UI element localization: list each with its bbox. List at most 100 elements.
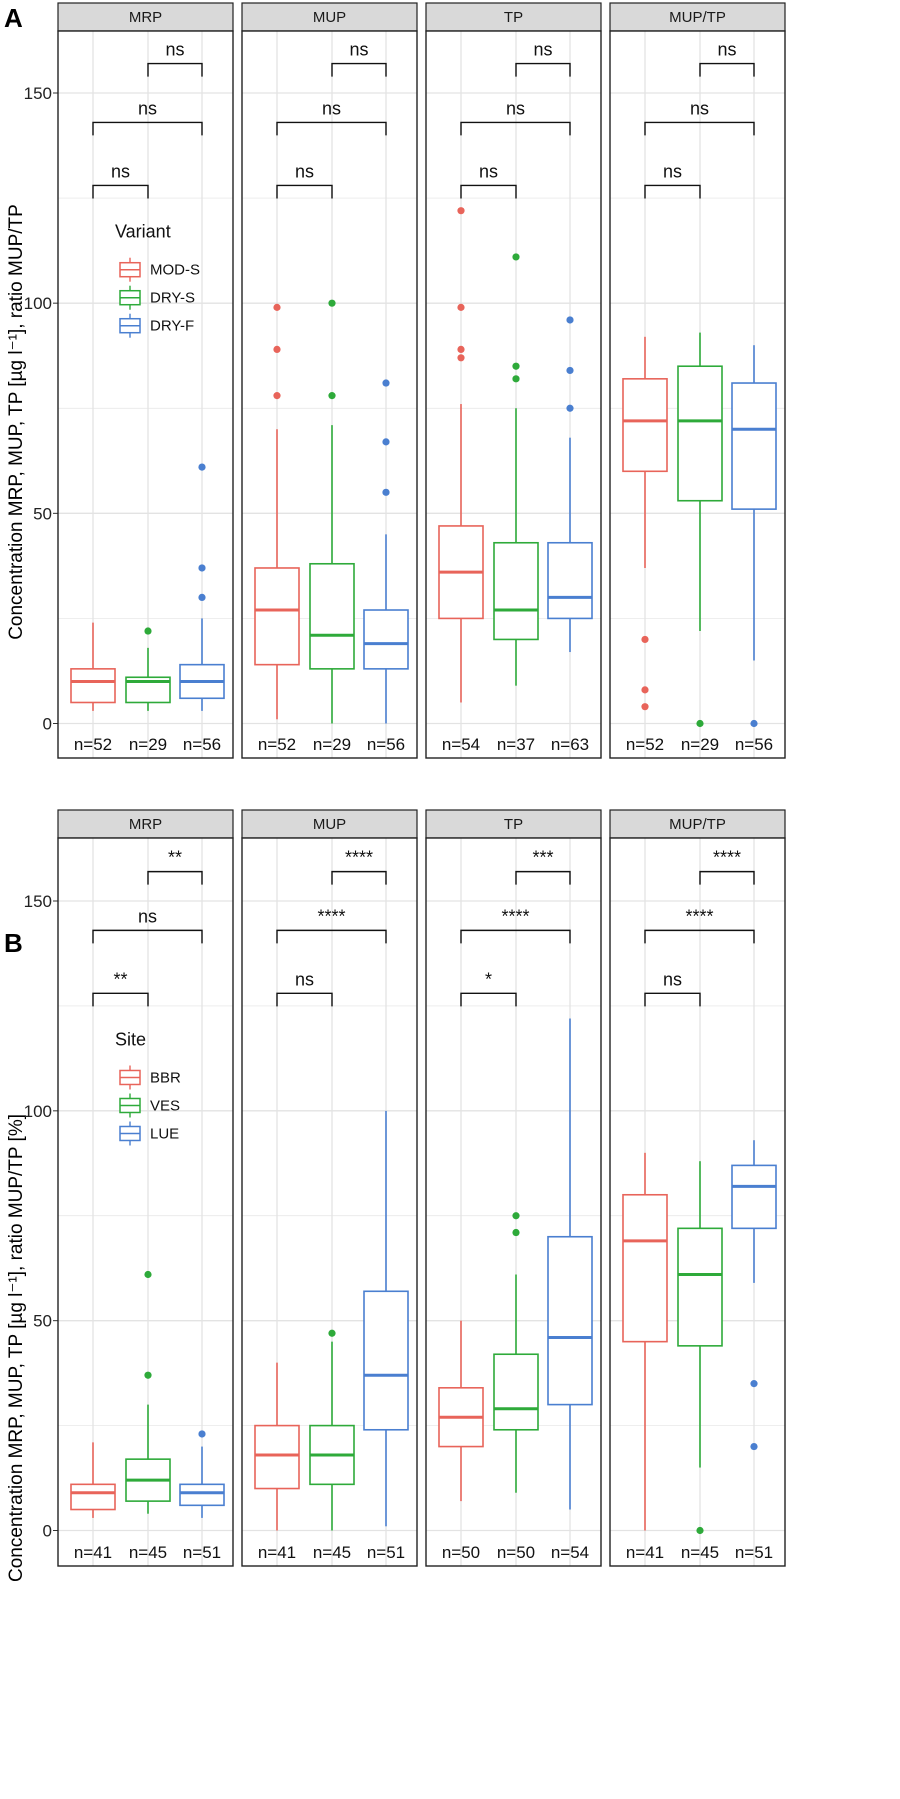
outlier-point bbox=[750, 1380, 758, 1388]
box-iqr bbox=[254, 1424, 300, 1490]
panel-letter-b: B bbox=[4, 928, 23, 958]
bracket-line bbox=[276, 121, 387, 136]
n-count-label: n=50 bbox=[497, 1543, 535, 1562]
box-iqr bbox=[677, 1227, 723, 1347]
facet-strip bbox=[57, 809, 234, 839]
legend-title: Variant bbox=[115, 222, 171, 242]
significance-label: **** bbox=[317, 906, 345, 926]
box-iqr bbox=[731, 1164, 777, 1230]
box-iqr bbox=[70, 1483, 116, 1511]
outlier-point bbox=[328, 1329, 336, 1337]
y-tick-label: 50 bbox=[33, 504, 52, 523]
bracket-line bbox=[699, 62, 755, 77]
box-iqr bbox=[254, 567, 300, 666]
box-iqr bbox=[731, 382, 777, 510]
outlier-point bbox=[273, 392, 281, 400]
legend-key-mod-s bbox=[119, 257, 141, 282]
y-tick-label: 0 bbox=[43, 1522, 52, 1541]
box-iqr bbox=[363, 609, 409, 670]
outlier-point bbox=[641, 703, 649, 711]
significance-label: * bbox=[485, 969, 492, 989]
n-count-label: n=52 bbox=[258, 735, 296, 754]
n-count-label: n=52 bbox=[74, 735, 112, 754]
significance-bracket: **** bbox=[276, 906, 387, 944]
significance-label: ns bbox=[533, 40, 552, 60]
legend: Variant MOD-S DRY-S DRY-F bbox=[115, 222, 200, 338]
significance-bracket: ns bbox=[92, 906, 203, 944]
facet-plot-area bbox=[426, 838, 601, 1566]
facet-strip-label: MUP bbox=[313, 9, 346, 26]
y-tick-label: 100 bbox=[24, 1102, 52, 1121]
box-ves bbox=[677, 1161, 723, 1535]
box-dry-f bbox=[731, 345, 777, 728]
significance-label: **** bbox=[501, 906, 529, 926]
box-iqr bbox=[363, 1290, 409, 1431]
bracket-line bbox=[276, 992, 333, 1007]
outlier-point bbox=[382, 438, 390, 446]
n-count-label: n=56 bbox=[183, 735, 221, 754]
bracket-line bbox=[276, 929, 387, 944]
significance-bracket: ns bbox=[276, 98, 387, 136]
box-dry-f bbox=[363, 379, 409, 724]
facet-strip-label: MRP bbox=[129, 9, 162, 26]
outlier-point bbox=[750, 1442, 758, 1451]
significance-label: **** bbox=[713, 848, 741, 868]
significance-bracket: ns bbox=[276, 161, 333, 199]
legend-title: Site bbox=[115, 1029, 146, 1049]
outlier-point bbox=[512, 1212, 520, 1220]
facet-strip bbox=[57, 2, 234, 32]
facet-strip bbox=[609, 809, 786, 839]
legend-key-dry-s bbox=[119, 285, 141, 310]
n-count-label: n=56 bbox=[367, 735, 405, 754]
significance-bracket: ns bbox=[644, 98, 755, 136]
significance-label: ns bbox=[349, 40, 368, 60]
outlier-point bbox=[641, 635, 649, 644]
outlier-point bbox=[457, 354, 465, 362]
box-dry-s bbox=[677, 332, 723, 728]
significance-bracket: ns bbox=[515, 40, 571, 77]
bracket-line bbox=[147, 870, 203, 885]
facet-strip-label: MUP/TP bbox=[669, 816, 726, 833]
outlier-point bbox=[512, 375, 520, 383]
significance-bracket: **** bbox=[331, 848, 387, 885]
significance-label: ns bbox=[717, 40, 736, 60]
significance-label: ns bbox=[138, 98, 157, 118]
facet-strip-label: MUP bbox=[313, 816, 346, 833]
box-mod-s bbox=[438, 207, 484, 703]
box-iqr bbox=[309, 562, 355, 670]
n-count-label: n=29 bbox=[681, 735, 719, 754]
significance-label: **** bbox=[345, 848, 373, 868]
bracket-line bbox=[644, 184, 701, 199]
outlier-point bbox=[457, 207, 465, 215]
box-iqr bbox=[493, 541, 539, 641]
significance-label: ns bbox=[663, 161, 682, 181]
significance-label: ns bbox=[690, 98, 709, 118]
box-mod-s bbox=[70, 622, 116, 711]
facet-mup: MUP n=52 n=29 n=56 ns ns ns bbox=[241, 2, 418, 759]
box-lue bbox=[179, 1430, 225, 1518]
outlier-point bbox=[512, 362, 520, 370]
outlier-point bbox=[696, 1526, 704, 1535]
n-count-label: n=63 bbox=[551, 735, 589, 754]
bracket-line bbox=[644, 929, 755, 944]
significance-label: ns bbox=[322, 98, 341, 118]
significance-bracket: ns bbox=[699, 40, 755, 77]
y-tick-label: 150 bbox=[24, 84, 52, 103]
n-count-label: n=41 bbox=[74, 1543, 112, 1562]
bracket-line bbox=[92, 929, 203, 944]
box-iqr bbox=[70, 668, 116, 704]
bracket-line bbox=[515, 870, 571, 885]
outlier-point bbox=[382, 379, 390, 387]
box-iqr bbox=[493, 1353, 539, 1431]
significance-label: ns bbox=[506, 98, 525, 118]
facet-strip-label: TP bbox=[504, 9, 523, 26]
n-count-label: n=51 bbox=[183, 1543, 221, 1562]
n-count-label: n=45 bbox=[313, 1543, 351, 1562]
bracket-line bbox=[92, 184, 149, 199]
facet-border bbox=[425, 30, 602, 759]
bracket-line bbox=[460, 929, 571, 944]
facet-border bbox=[609, 837, 786, 1567]
box-iqr bbox=[677, 365, 723, 502]
significance-label: ns bbox=[663, 969, 682, 989]
bracket-line bbox=[460, 992, 517, 1007]
